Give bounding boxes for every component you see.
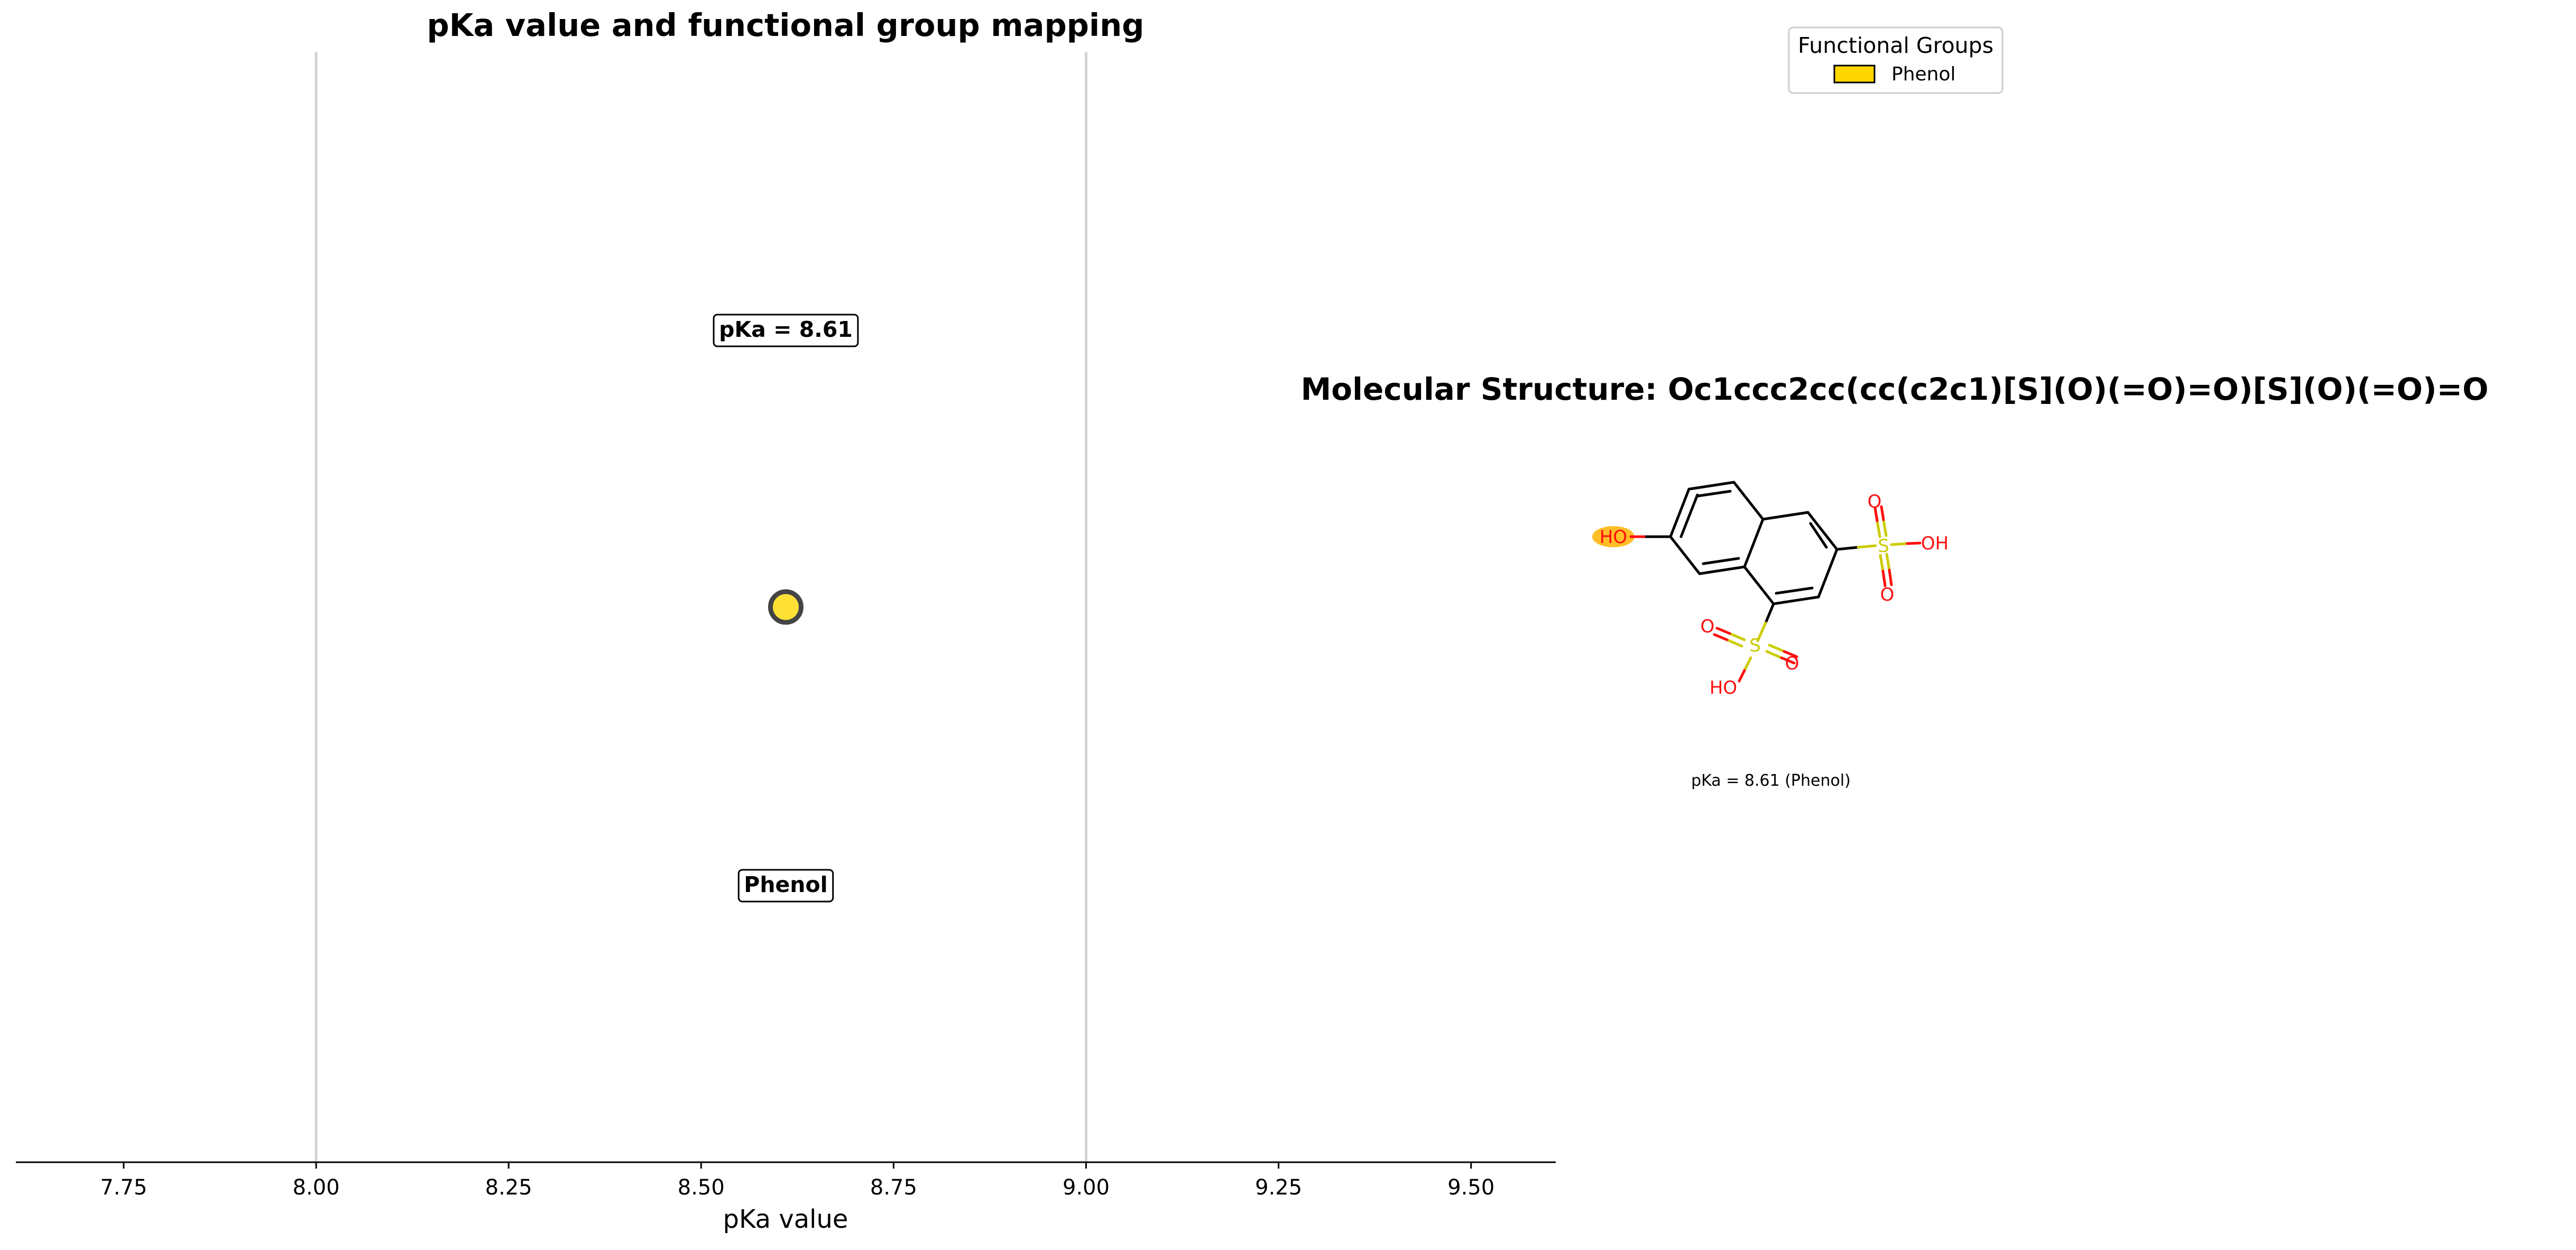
pka-annotation: pKa = 8.61 <box>713 314 859 347</box>
legend-swatch-phenol <box>1833 65 1876 84</box>
reference-lines <box>315 52 1088 1162</box>
legend-entry-phenol: Phenol <box>1891 63 1956 85</box>
molecule-drawing: HO O S OH O O S O HO <box>1592 481 1949 698</box>
sulfonyl1-oh-label: OH <box>1921 533 1949 554</box>
sulfonyl2-s-label: S <box>1749 635 1761 656</box>
molecule-title: Molecular Structure: Oc1ccc2cc(cc(c2c1)[… <box>1301 371 2489 407</box>
x-axis-label: pKa value <box>723 1205 848 1234</box>
sulfonyl1-o-bottom-label: O <box>1880 584 1895 605</box>
x-axis-ticks: 7.75 8.00 8.25 8.50 8.75 9.00 9.25 9.50 <box>100 1162 1494 1200</box>
substituent-bonds <box>1629 505 1922 683</box>
chart-title: pKa value and functional group mapping <box>427 7 1144 43</box>
phenol-oh-label: HO <box>1600 527 1627 548</box>
sulfonyl2-oh-label: HO <box>1710 677 1737 698</box>
sulfonyl2-o-right-label: O <box>1785 653 1799 674</box>
sulfonyl2-o-left-label: O <box>1701 616 1715 637</box>
sulfonyl1-o-top-label: O <box>1868 491 1882 512</box>
data-points <box>768 589 804 625</box>
x-tick-label: 8.75 <box>870 1175 917 1200</box>
sulfonyl1-s-label: S <box>1878 536 1889 557</box>
x-tick-label: 8.25 <box>485 1175 532 1200</box>
x-tick-label: 7.75 <box>100 1175 147 1200</box>
x-tick-label: 8.50 <box>678 1175 725 1200</box>
phenol-highlight <box>1592 526 1635 547</box>
molecule-panel: Molecular Structure: Oc1ccc2cc(cc(c2c1)[… <box>1301 371 2489 790</box>
pka-annotation-label: pKa = 8.61 <box>719 317 853 342</box>
x-tick-label: 8.00 <box>293 1175 340 1200</box>
group-annotation-box <box>737 869 834 903</box>
x-tick-label: 9.50 <box>1447 1175 1494 1200</box>
atom-labels: HO O S OH O O S O HO <box>1600 491 1949 698</box>
x-tick-label: 9.25 <box>1255 1175 1302 1200</box>
pka-chart: pKa value and functional group mapping 7… <box>16 7 1556 1234</box>
data-point-phenol <box>768 589 804 625</box>
pka-annotation-box <box>713 314 859 347</box>
ring-bonds <box>1669 481 1839 605</box>
group-annotation: Phenol <box>737 869 834 903</box>
legend-title: Functional Groups <box>1798 33 1993 58</box>
molecule-caption: pKa = 8.61 (Phenol) <box>1691 771 1851 790</box>
x-tick-label: 9.00 <box>1063 1175 1110 1200</box>
legend: Functional Groups Phenol <box>1788 26 2003 94</box>
group-annotation-label: Phenol <box>744 872 827 897</box>
